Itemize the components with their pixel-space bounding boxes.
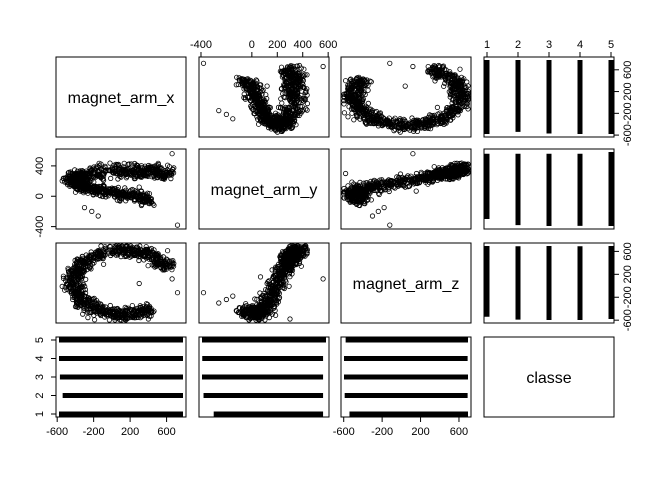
data-point <box>302 67 306 71</box>
data-point <box>109 176 113 180</box>
data-point <box>258 275 262 279</box>
panel-magnet_arm_z-vs-magnet_arm_y <box>199 243 329 323</box>
data-point <box>108 161 112 165</box>
panel-magnet_arm_y-vs-magnet_arm_z <box>341 149 471 229</box>
data-point <box>411 64 415 68</box>
data-point <box>146 264 150 268</box>
points <box>487 60 611 134</box>
data-point <box>137 281 141 285</box>
data-point <box>411 152 415 156</box>
panel-magnet_arm_x-vs-magnet_arm_x: magnet_arm_x <box>56 57 186 137</box>
data-point <box>366 101 370 105</box>
data-point <box>170 152 174 156</box>
panel-magnet_arm_y-vs-magnet_arm_y: magnet_arm_y <box>199 149 329 229</box>
data-point <box>60 284 64 288</box>
data-point <box>346 115 350 119</box>
panel-magnet_arm_y-vs-classe <box>484 149 614 229</box>
data-point <box>442 84 446 88</box>
points <box>201 244 325 322</box>
data-point <box>175 291 179 295</box>
data-point <box>321 64 325 68</box>
panel-magnet_arm_z-vs-magnet_arm_x <box>56 243 186 323</box>
points <box>342 61 470 134</box>
data-point <box>201 61 205 65</box>
data-point <box>435 105 439 109</box>
data-point <box>82 205 86 209</box>
data-point <box>231 117 235 121</box>
points <box>60 152 180 228</box>
data-point <box>90 209 94 213</box>
data-point <box>343 171 347 175</box>
data-point <box>388 61 392 65</box>
points <box>201 61 325 134</box>
data-point <box>92 318 96 322</box>
data-point <box>217 108 221 112</box>
data-point <box>376 209 380 213</box>
variable-label: magnet_arm_x <box>68 90 175 107</box>
points <box>60 244 180 322</box>
panel-magnet_arm_x-vs-magnet_arm_z <box>341 57 471 137</box>
data-point <box>350 111 354 115</box>
data-point <box>96 214 100 218</box>
variable-label: magnet_arm_y <box>211 182 318 199</box>
data-point <box>101 262 105 266</box>
panel-grid: magnet_arm_xmagnet_arm_ymagnet_arm_zclas… <box>34 39 634 438</box>
panel-magnet_arm_x-vs-classe <box>484 57 614 137</box>
data-point <box>265 84 269 88</box>
data-point <box>84 277 88 281</box>
data-point <box>165 249 169 253</box>
panel-magnet_arm_x-vs-magnet_arm_y <box>199 57 329 137</box>
points <box>487 152 611 226</box>
data-point <box>86 315 90 319</box>
data-point <box>224 112 228 116</box>
data-point <box>414 189 418 193</box>
data-point <box>370 214 374 218</box>
data-point <box>107 318 111 322</box>
data-point <box>99 244 103 248</box>
data-point <box>382 205 386 209</box>
data-point <box>342 111 346 115</box>
data-point <box>280 101 284 105</box>
panel-magnet_arm_y-vs-magnet_arm_x <box>56 149 186 229</box>
data-point <box>175 223 179 227</box>
data-point <box>305 101 309 105</box>
points <box>342 152 470 228</box>
data-point <box>366 88 370 92</box>
data-point <box>170 277 174 281</box>
data-point <box>343 79 347 83</box>
data-point <box>388 223 392 227</box>
data-point <box>458 67 462 71</box>
data-point <box>342 102 346 106</box>
data-point <box>403 84 407 88</box>
data-point <box>137 185 141 189</box>
